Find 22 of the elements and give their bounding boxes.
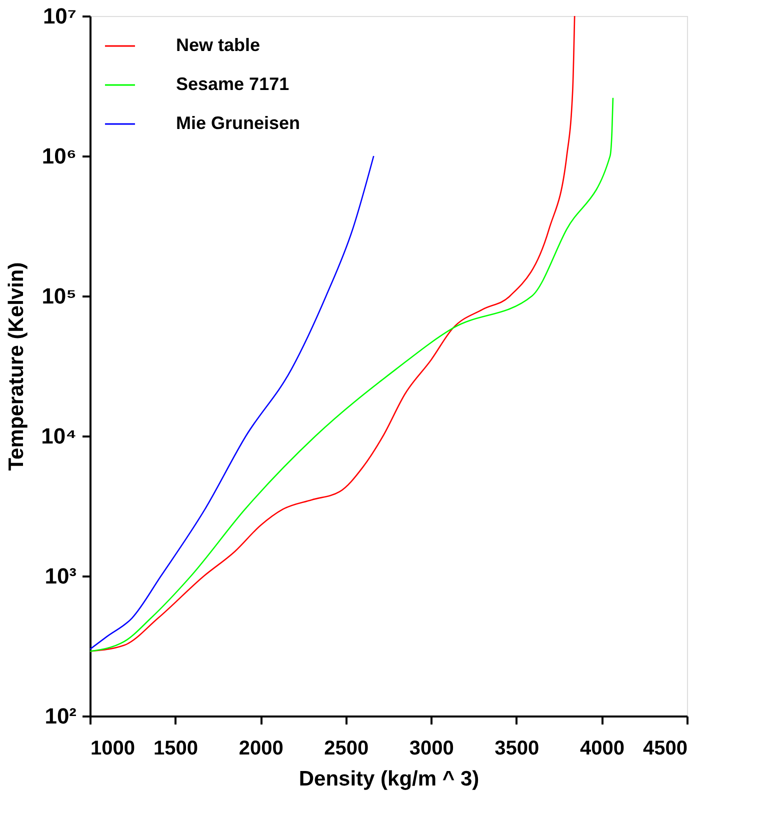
y-tick-label: 10⁴ [41,424,76,448]
line-series [90,155,374,650]
y-tick-label: 10⁷ [42,4,76,28]
legend-label: Mie Gruneisen [176,113,300,133]
y-tick-label: 10³ [44,564,76,588]
y-tick-label: 10² [44,704,76,728]
x-tick-label: 1500 [154,738,198,760]
y-tick-label: 10⁶ [42,144,76,168]
x-tick-label: 4000 [580,738,624,760]
legend-label: New table [176,35,260,55]
x-tick-label: 2500 [324,738,369,760]
x-tick-label: 3000 [409,738,454,760]
y-tick-label: 10⁵ [42,284,76,308]
x-tick-label: 2000 [238,738,284,760]
x-tick-label: 3500 [494,738,540,760]
line-series [90,97,614,652]
x-axis-title: Density (kg/m ^ 3) [298,768,480,790]
x-tick-label: 4500 [643,738,688,760]
line-series [90,16,576,652]
y-axis-title: Temperature (Kelvin) [5,262,28,471]
x-tick-label: 1000 [90,738,135,760]
legend-label: Sesame 7171 [176,74,290,94]
